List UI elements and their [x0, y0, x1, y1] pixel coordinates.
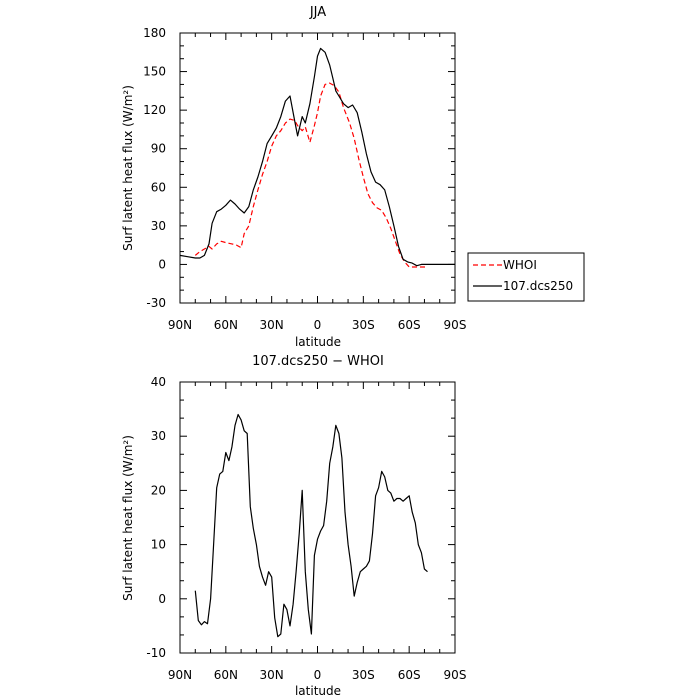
bottom-xtick-label: 30N [260, 668, 284, 682]
bottom-ytick-label: 20 [151, 483, 166, 497]
top-ytick-label: 30 [151, 219, 166, 233]
legend-label-whoi: WHOI [503, 258, 537, 272]
top-xtick-label: 60N [214, 318, 238, 332]
top-chart-title: JJA [309, 5, 326, 20]
top-ylabel: Surf latent heat flux (W/m²) [121, 85, 135, 251]
bottom-series [194, 413, 428, 638]
top-xtick-label: 30N [260, 318, 284, 332]
top-series-line-107-dcs250 [179, 47, 455, 267]
top-ytick-label: 0 [158, 257, 166, 271]
top-xtick-label: 90S [444, 318, 467, 332]
bottom-ticks: 90N 60N 30N 0 30S 60S 90S -10 0 10 20 30 40 [146, 375, 466, 682]
bottom-series-line-0 [194, 413, 428, 638]
bottom-xtick-label: 60N [214, 668, 238, 682]
top-panel: JJA 90N 60N 30N 0 30S 60S 90S -30 0 30 60 90 120 150 1… [121, 5, 466, 349]
top-xtick-label: 0 [314, 318, 322, 332]
top-ytick-label: 180 [143, 26, 166, 40]
top-ytick-label: 60 [151, 180, 166, 194]
top-ytick-label: 90 [151, 142, 166, 156]
bottom-xtick-label: 30S [352, 668, 375, 682]
top-ticks: 90N 60N 30N 0 30S 60S 90S -30 0 30 60 90 120 150 180 [143, 26, 466, 332]
bottom-ytick-label: 10 [151, 538, 166, 552]
legend: WHOI 107.dcs250 [467, 252, 585, 302]
top-ytick-label: 120 [143, 103, 166, 117]
top-xtick-label: 90N [168, 318, 192, 332]
top-ytick-label: 150 [143, 65, 166, 79]
top-plot-frame [179, 32, 456, 304]
top-series-line-whoi [194, 82, 428, 268]
bottom-ylabel: Surf latent heat flux (W/m²) [121, 435, 135, 601]
bottom-xtick-label: 90S [444, 668, 467, 682]
top-xtick-label: 60S [398, 318, 421, 332]
bottom-ytick-label: 30 [151, 429, 166, 443]
legend-label-model: 107.dcs250 [503, 279, 573, 293]
top-xtick-label: 30S [352, 318, 375, 332]
legend-box [467, 252, 585, 302]
top-ytick-label: -30 [146, 296, 166, 310]
bottom-chart-title: 107.dcs250 − WHOI [252, 354, 384, 369]
bottom-ytick-label: 0 [158, 592, 166, 606]
bottom-ytick-label: 40 [151, 375, 166, 389]
top-xlabel: latitude [295, 335, 341, 349]
bottom-xtick-label: 0 [314, 668, 322, 682]
bottom-xtick-label: 60S [398, 668, 421, 682]
top-series [179, 47, 455, 268]
bottom-panel: 107.dcs250 − WHOI 90N 60N 30N 0 30S 60S 90S -10… [121, 354, 466, 698]
bottom-xlabel: latitude [295, 684, 341, 698]
bottom-ytick-label: -10 [146, 646, 166, 660]
bottom-xtick-label: 90N [168, 668, 192, 682]
